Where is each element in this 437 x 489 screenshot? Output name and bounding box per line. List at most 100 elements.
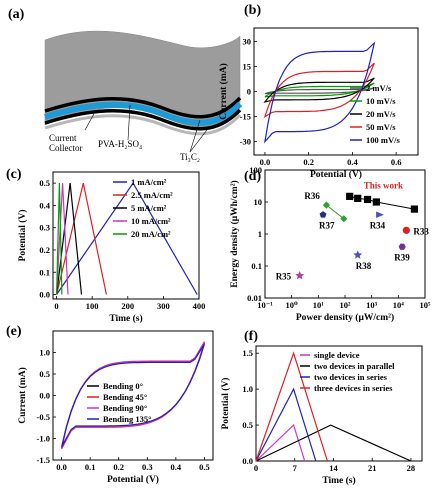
series-line [255,423,306,462]
panel-a-label: (a) [8,7,25,22]
series-line [264,87,375,95]
y-tick-label: 0.0 [39,290,50,300]
x-tick-label: 0.2 [113,462,124,472]
y-tick-label: 0.2 [39,245,50,255]
chart-c: (c) 0 100 200 300 400 0.0 0.1 0.2 0.3 0.4 0.5 Time (… [6,167,205,324]
data-point [402,226,410,234]
chart-f: (f) 0 7 14 21 28 0.0 0.5 1.0 1.5 Time (s) Potential… [220,329,423,486]
data-point [354,194,362,202]
current-collector-label: Current [49,133,77,143]
x-tick-label: 10⁵ [419,300,431,310]
x-tick-label: 0.5 [199,462,210,472]
legend-entry: Bending 0° [103,381,143,391]
x-tick-label: 0 [54,301,58,311]
series-line [264,82,375,98]
y-tick-label: 10 [254,197,263,207]
series-line [56,182,107,295]
legend-entry: Bending 45° [103,392,147,402]
data-label: R33 [413,226,429,236]
panel-d-label: (d) [244,169,261,184]
panel-f-label: (f) [244,329,258,344]
x-tick-label: 14 [329,463,338,473]
data-point [372,198,380,206]
y-tick-label: 0.3 [39,223,50,233]
x-axis-label: Potential (V) [107,474,159,485]
x-axis-label: Time (s) [109,313,142,324]
y-axis-label: Potential (V) [220,378,231,430]
y-tick-label: -15 [240,112,251,122]
y-tick-label: -0.5 [37,412,50,422]
legend-entry: 2 mV/s [366,83,392,93]
ti3c2-inner-layer [44,108,242,131]
x-tick-label: 10¹ [313,300,325,310]
x-tick-label: 28 [407,463,416,473]
x-axis-label: Power density (μW/cm²) [296,312,394,323]
legend-entry: 10 mA/cm² [131,216,171,226]
y-tick-label: 0.0 [39,391,50,401]
data-point [322,201,330,209]
x-tick-label: 0.4 [347,157,358,167]
x-tick-label: 0.2 [303,157,314,167]
legend-entry: 10 mV/s [366,96,396,106]
x-tick-label: 0.3 [142,462,153,472]
data-point [340,215,348,223]
x-tick-label: 100 [86,301,99,311]
data-label: R37 [319,221,335,231]
legend-entry: two devices in parallel [314,361,395,371]
electrolyte-label: PVA-H₂SO₄ [98,139,142,149]
data-point [319,211,327,218]
series-line [56,183,63,295]
y-tick-label: -1.5 [37,455,50,465]
electrolyte-layer [44,101,243,126]
x-tick-label: 7 [293,463,298,473]
x-axis-label: Time (s) [322,475,355,486]
data-label: R34 [370,221,386,231]
panel-e-label: (e) [6,324,22,339]
data-point [295,271,305,280]
chart-b: (b) 0.0 0.2 0.4 0.6 -30 -15 0 15 30 Potential (V) C… [218,3,419,180]
y-tick-label: 0.1 [251,261,262,271]
data-label: R36 [304,191,320,201]
series-line [61,343,205,448]
plot-frame [255,345,423,462]
y-tick-label: 0.0 [242,456,253,466]
svg-text:Collector: Collector [49,143,83,153]
y-tick-label: 1.5 [242,348,253,358]
data-point [353,250,363,259]
x-tick-label: 10³ [366,300,378,310]
x-tick-label: 21 [368,463,377,473]
x-tick-label: 0.0 [56,462,67,472]
legend-entry: single device [314,350,360,360]
legend-entry: 2.5 mA/cm² [131,190,173,200]
y-tick-label: 0.5 [242,420,253,430]
y-axis-label: Energy density (μWh/cm²) [229,180,240,287]
legend-entry: 5 mA/cm² [131,203,167,213]
series-line [56,181,198,295]
y-axis-label: Current (mA) [17,367,28,424]
y-tick-label: 1.0 [242,384,253,394]
y-tick-label: -1.0 [37,434,50,444]
y-tick-label: 15 [243,61,252,71]
panel-a-schematic: (a) Current Collector PVA-H₂SO₄ Ti₃C₂ [8,7,243,162]
data-point [376,211,384,218]
x-axis-label: Potential (V) [310,169,362,180]
legend-entry: 1 mA/cm² [131,177,167,187]
series-line [255,351,328,462]
x-tick-label: 10⁻¹ [257,300,273,310]
ti3c2-outer-layer [44,96,242,119]
series-line [263,41,376,144]
plot-frame [52,171,200,300]
panel-b-label: (b) [244,3,261,18]
y-tick-label: -30 [240,137,251,147]
data-label: This work [364,180,403,190]
y-tick-label: 0.1 [39,267,50,277]
x-tick-label: 0.1 [85,462,96,472]
series-line [263,77,375,103]
data-label: R38 [356,261,372,271]
y-tick-label: 1.0 [39,348,50,358]
series-line [255,387,317,462]
legend-entry: Bending 135° [103,414,152,424]
x-tick-label: 10⁴ [393,300,405,310]
x-tick-label: 0.4 [171,462,182,472]
